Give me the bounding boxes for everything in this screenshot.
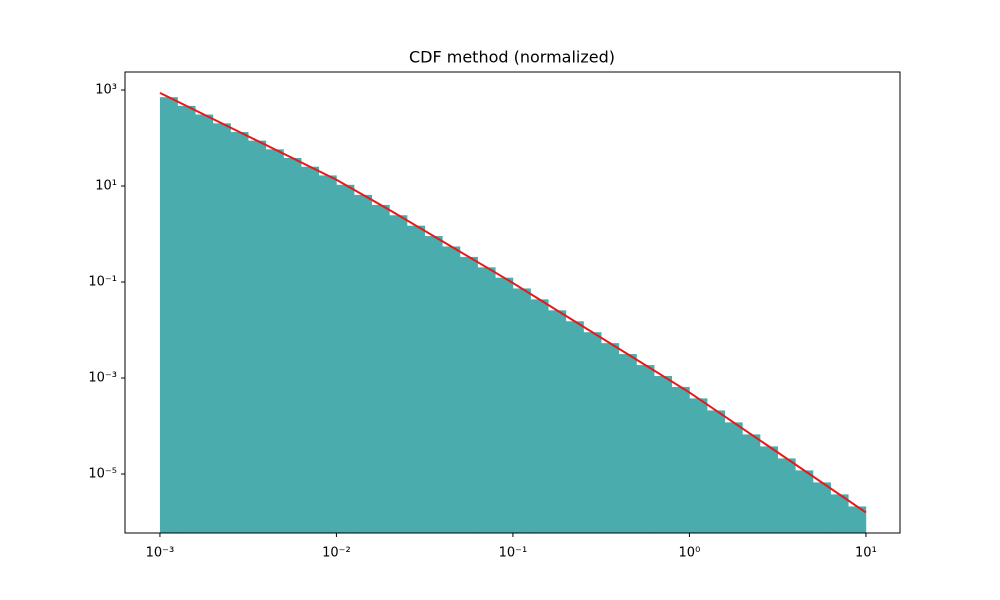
bar [230, 132, 249, 534]
bar [248, 140, 267, 533]
bar [601, 343, 620, 533]
bar [389, 215, 408, 533]
bar [707, 410, 726, 533]
bar [689, 398, 708, 533]
bar [742, 434, 761, 533]
bar [795, 470, 814, 533]
y-tick-label: 10¹ [95, 178, 117, 193]
bar [318, 175, 337, 533]
x-tick-label: 10⁻² [322, 546, 351, 561]
bar [459, 256, 478, 533]
bar [530, 299, 549, 533]
bar [477, 267, 496, 533]
bar [442, 246, 461, 534]
bar [407, 225, 425, 533]
x-tick-label: 10⁻³ [146, 546, 175, 561]
bar [336, 184, 355, 533]
bar [636, 365, 655, 533]
bar [195, 114, 214, 534]
bar [548, 310, 567, 533]
bar [495, 277, 514, 533]
x-tick-label: 10⁰ [679, 546, 701, 561]
bar [760, 446, 778, 533]
bar [583, 332, 602, 533]
bar [283, 158, 302, 533]
bar [371, 204, 390, 533]
y-tick-label: 10⁻⁵ [88, 467, 117, 482]
y-tick-label: 10⁻³ [88, 370, 117, 385]
x-tick-label: 10⁻¹ [499, 546, 528, 561]
bar [159, 97, 178, 533]
bar [724, 422, 743, 533]
y-tick-label: 10³ [95, 82, 117, 97]
bar [777, 458, 796, 533]
bar [618, 354, 637, 533]
bar [654, 376, 673, 533]
bar [301, 166, 320, 533]
bar [354, 194, 373, 533]
bar [671, 386, 690, 533]
bar [265, 149, 284, 533]
bar [830, 494, 849, 533]
bar [177, 105, 196, 533]
bar [565, 321, 584, 533]
y-tick-label: 10⁻¹ [88, 274, 117, 289]
bar [424, 236, 443, 534]
x-tick-label: 10¹ [855, 546, 877, 561]
bar [848, 506, 867, 533]
chart-title: CDF method (normalized) [409, 48, 615, 67]
bar [512, 288, 531, 533]
fit-line [159, 91, 867, 514]
bar [212, 123, 231, 533]
bar [812, 482, 831, 533]
